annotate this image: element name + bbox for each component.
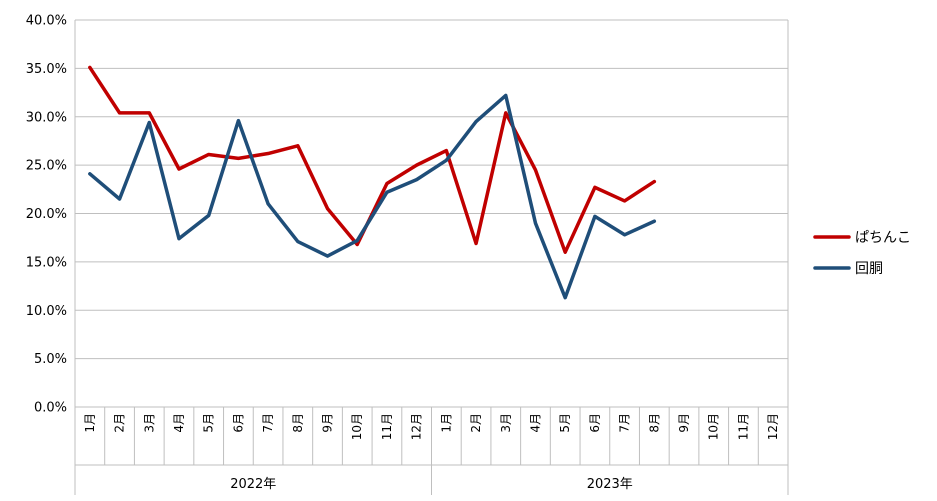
y-tick-label: 5.0%: [34, 352, 67, 367]
x-category-label: 1月: [439, 413, 453, 433]
x-category-label: 5月: [558, 413, 572, 433]
data-point: [415, 163, 419, 167]
data-point: [147, 111, 151, 115]
data-point: [88, 65, 92, 69]
x-category-label: 6月: [588, 413, 602, 433]
data-point: [296, 144, 300, 148]
x-category-label: 8月: [291, 413, 305, 433]
data-point: [266, 202, 270, 206]
data-point: [207, 213, 211, 217]
data-point: [533, 221, 537, 225]
x-category-label: 4月: [528, 413, 542, 433]
x-category-label: 9月: [321, 413, 335, 433]
data-point: [444, 149, 448, 153]
y-tick-label: 0.0%: [34, 401, 67, 416]
data-point: [474, 120, 478, 124]
x-category-label: 11月: [736, 413, 750, 440]
x-category-label: 11月: [380, 413, 394, 440]
x-category-label: 7月: [618, 413, 632, 433]
data-point: [474, 241, 478, 245]
x-category-label: 9月: [677, 413, 691, 433]
x-year-label: 2022年: [230, 477, 276, 492]
data-point: [236, 119, 240, 123]
data-point: [533, 168, 537, 172]
data-point: [326, 207, 330, 211]
y-tick-label: 20.0%: [26, 207, 67, 222]
data-point: [118, 197, 122, 201]
x-category-label: 4月: [172, 413, 186, 433]
data-point: [652, 180, 656, 184]
data-point: [415, 178, 419, 182]
data-point: [147, 121, 151, 125]
y-tick-label: 30.0%: [26, 110, 67, 125]
data-point: [355, 242, 359, 246]
x-category-label: 2月: [113, 413, 127, 433]
x-category-label: 5月: [202, 413, 216, 433]
data-point: [118, 111, 122, 115]
x-category-label: 12月: [410, 413, 424, 440]
x-category-label: 1月: [83, 413, 97, 433]
data-point: [296, 240, 300, 244]
data-point: [266, 152, 270, 156]
y-tick-label: 40.0%: [26, 14, 67, 29]
data-point: [177, 237, 181, 241]
data-point: [177, 167, 181, 171]
data-point: [593, 214, 597, 218]
data-point: [652, 219, 656, 223]
data-point: [385, 190, 389, 194]
data-point: [444, 158, 448, 162]
legend-label: ぱちんこ: [855, 230, 911, 246]
data-point: [623, 233, 627, 237]
data-point: [326, 254, 330, 258]
x-category-label: 10月: [707, 413, 721, 440]
data-point: [563, 250, 567, 254]
data-point: [88, 172, 92, 176]
data-point: [207, 152, 211, 156]
data-point: [623, 199, 627, 203]
data-point: [355, 239, 359, 243]
x-category-label: 7月: [261, 413, 275, 433]
x-category-label: 10月: [350, 413, 364, 440]
legend-label: 回胴: [855, 261, 883, 277]
y-tick-label: 10.0%: [26, 304, 67, 319]
x-category-label: 3月: [142, 413, 156, 433]
x-category-label: 8月: [647, 413, 661, 433]
data-point: [236, 156, 240, 160]
x-category-label: 3月: [499, 413, 513, 433]
data-point: [504, 93, 508, 97]
x-category-label: 2月: [469, 413, 483, 433]
x-year-label: 2023年: [587, 477, 633, 492]
x-category-label: 12月: [766, 413, 780, 440]
y-tick-label: 25.0%: [26, 159, 67, 174]
y-tick-label: 15.0%: [26, 255, 67, 270]
data-point: [593, 185, 597, 189]
series-line-1: [88, 93, 657, 300]
data-point: [504, 111, 508, 115]
data-point: [385, 182, 389, 186]
data-point: [563, 296, 567, 300]
y-tick-label: 35.0%: [26, 62, 67, 77]
x-category-label: 6月: [231, 413, 245, 433]
